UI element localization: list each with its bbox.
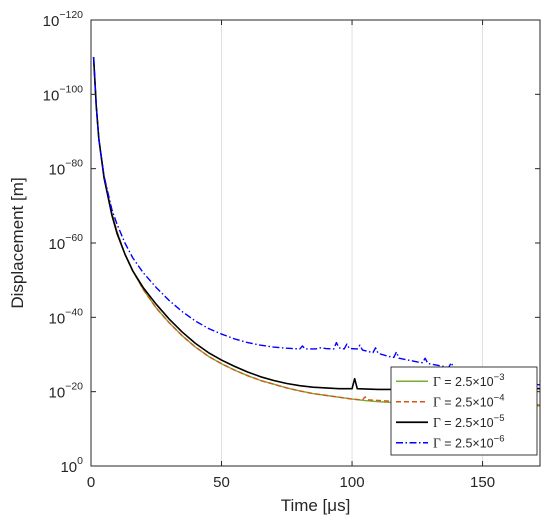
legend: Γ = 2.5×10−3 Γ = 2.5×10−4 Γ = 2.5×10−5 Γ = …	[390, 366, 538, 456]
x-tick-label: 0	[87, 474, 95, 491]
y-tick-label: 100	[60, 455, 83, 476]
x-tick-label: 50	[213, 474, 230, 491]
x-axis-label: Time [μs]	[281, 496, 351, 515]
y-tick-label: 10−40	[49, 306, 84, 327]
y-tick-label: 10−120	[43, 9, 83, 30]
legend-label-1: Γ = 2.5×10−3	[433, 372, 504, 389]
x-tick-label: 100	[340, 474, 365, 491]
legend-label-2: Γ = 2.5×10−4	[433, 392, 504, 409]
x-axis-ticks: 0 50 100 150	[87, 20, 495, 491]
y-axis-label: Displacement [m]	[8, 177, 27, 308]
y-tick-label: 10−60	[49, 232, 84, 253]
y-tick-label: 10−100	[43, 83, 83, 104]
y-tick-label: 10−80	[49, 158, 84, 179]
legend-label-4: Γ = 2.5×10−6	[433, 433, 504, 450]
x-tick-label: 150	[470, 474, 495, 491]
y-axis-ticks: 100 10−20 10−40 10−60 10−80 10−100 10−120	[43, 9, 540, 476]
legend-label-3: Γ = 2.5×10−5	[433, 413, 504, 430]
y-tick-label: 10−20	[49, 381, 84, 402]
